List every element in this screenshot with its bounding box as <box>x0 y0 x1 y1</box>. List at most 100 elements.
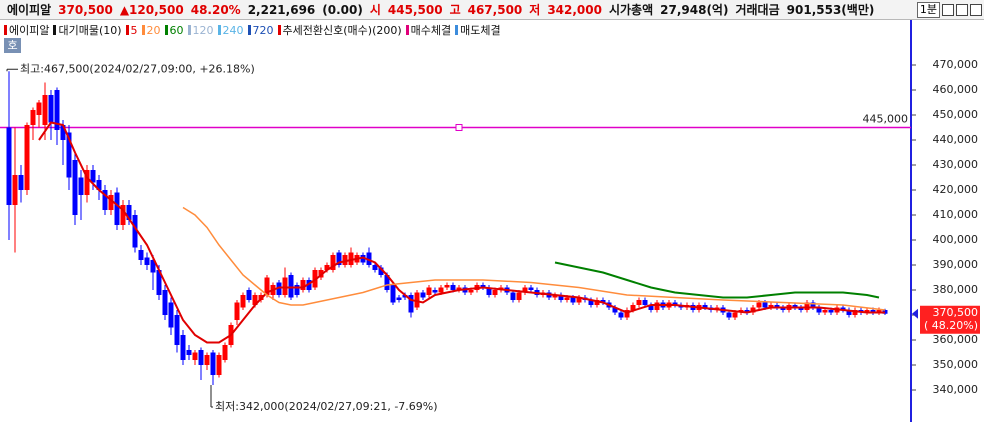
candle-body <box>762 302 768 308</box>
candle-body <box>822 310 828 313</box>
line-handle <box>455 124 463 131</box>
candle-body <box>630 305 636 310</box>
horizontal-line-label: 445,000 <box>863 113 909 126</box>
candle-body <box>36 102 42 115</box>
legend-item[interactable]: 120 <box>187 24 214 37</box>
candle-body <box>18 175 24 190</box>
y-tick-label: 450,000 <box>933 108 979 121</box>
candle-body <box>528 287 534 290</box>
candle-body <box>330 255 336 270</box>
candle-body <box>756 302 762 308</box>
legend-label: 5 <box>130 23 138 37</box>
legend-item[interactable]: 에이피알 <box>4 22 49 38</box>
candle-body <box>432 290 438 293</box>
maximize-button[interactable] <box>956 4 968 16</box>
candle-body <box>66 132 72 178</box>
candle-body <box>426 287 432 295</box>
candle-body <box>240 295 246 308</box>
candle-body <box>216 355 222 375</box>
candle-body <box>276 282 282 295</box>
candle-body <box>846 310 852 315</box>
candle-body <box>594 300 600 305</box>
order-button-label[interactable]: 호 <box>7 39 17 52</box>
candle-body <box>672 302 678 305</box>
legend-label: 20 <box>146 23 161 37</box>
order-button[interactable] <box>4 38 21 53</box>
legend-label: 매수체결 <box>410 24 452 37</box>
legend-marker <box>277 25 281 35</box>
legend-marker <box>164 25 168 35</box>
minimize-button[interactable] <box>942 4 954 16</box>
candle-body <box>792 305 798 308</box>
candle-body <box>378 267 384 275</box>
y-tick-label: 380,000 <box>933 283 979 296</box>
candle-body <box>138 250 144 260</box>
candle-body <box>168 302 174 328</box>
candle-body <box>576 297 582 303</box>
candle-body <box>744 310 750 313</box>
legend-item[interactable]: 매도체결 <box>455 22 501 38</box>
close-button[interactable] <box>970 4 982 16</box>
candle-body <box>180 335 186 360</box>
candle-body <box>48 95 54 123</box>
legend-item[interactable]: 대기매물(10) <box>53 22 122 38</box>
volume: 2,221,696 <box>247 2 316 17</box>
y-tick-label: 350,000 <box>933 358 979 371</box>
moving-average-line <box>554 261 880 299</box>
candle-body <box>246 290 252 300</box>
legend-item[interactable]: 추세전환신호(매수)(200) <box>277 22 402 38</box>
y-tick-label: 410,000 <box>933 208 979 221</box>
candle-body <box>78 177 84 195</box>
candle-body <box>480 285 486 288</box>
y-tick-label: 400,000 <box>933 233 979 246</box>
candle-body <box>222 345 228 360</box>
legend-item[interactable]: 720 <box>247 24 274 37</box>
candle-body <box>552 295 558 298</box>
candle-body <box>366 252 372 265</box>
legend-item[interactable]: 5 <box>125 23 138 37</box>
legend: 에이피알 대기매물(10) 5 20 60 120 240 720 추세전환신호(매수)(200… <box>4 22 505 38</box>
legend-item[interactable]: 매수체결 <box>405 22 452 38</box>
last-price-label: 370,500 <box>933 306 979 319</box>
high-label: 고 <box>449 3 461 17</box>
candle-body <box>642 300 648 305</box>
candle-body <box>804 302 810 310</box>
legend-item[interactable]: 20 <box>141 23 161 37</box>
legend-label: 대기매물(10) <box>58 24 122 37</box>
candle-body <box>450 285 456 290</box>
candle-body <box>564 297 570 300</box>
candle-body <box>252 295 258 305</box>
candle-body <box>144 257 150 265</box>
candle-body <box>42 95 48 125</box>
candle-body <box>732 312 738 318</box>
candle-body <box>648 305 654 310</box>
legend-label: 매도체결 <box>460 24 501 37</box>
y-tick-label: 460,000 <box>933 83 979 96</box>
candle-body <box>60 125 66 140</box>
candle-body <box>864 310 870 313</box>
legend-marker <box>141 25 145 35</box>
legend-marker <box>4 25 7 35</box>
candle-body <box>192 352 198 360</box>
legend-item[interactable]: 60 <box>164 24 184 37</box>
candle-body <box>816 307 822 313</box>
candle-body <box>12 175 18 205</box>
amount: 901,553(백만) <box>786 3 875 17</box>
candle-body <box>600 300 606 303</box>
candle-body <box>300 280 306 290</box>
legend-item[interactable]: 240 <box>217 24 244 37</box>
candle-body <box>810 302 816 308</box>
y-tick-label: 440,000 <box>933 133 979 146</box>
low: 342,000 <box>547 2 602 17</box>
interval-button[interactable]: 1분 <box>916 2 940 18</box>
candle-body <box>876 310 882 313</box>
candle-body <box>342 255 348 265</box>
legend-marker <box>53 25 57 35</box>
y-tick-label: 340,000 <box>933 383 979 396</box>
candle-body <box>162 290 168 315</box>
candle-body <box>702 305 708 308</box>
candle-body <box>468 290 474 293</box>
candle-body <box>84 170 90 195</box>
legend-marker <box>405 25 409 35</box>
